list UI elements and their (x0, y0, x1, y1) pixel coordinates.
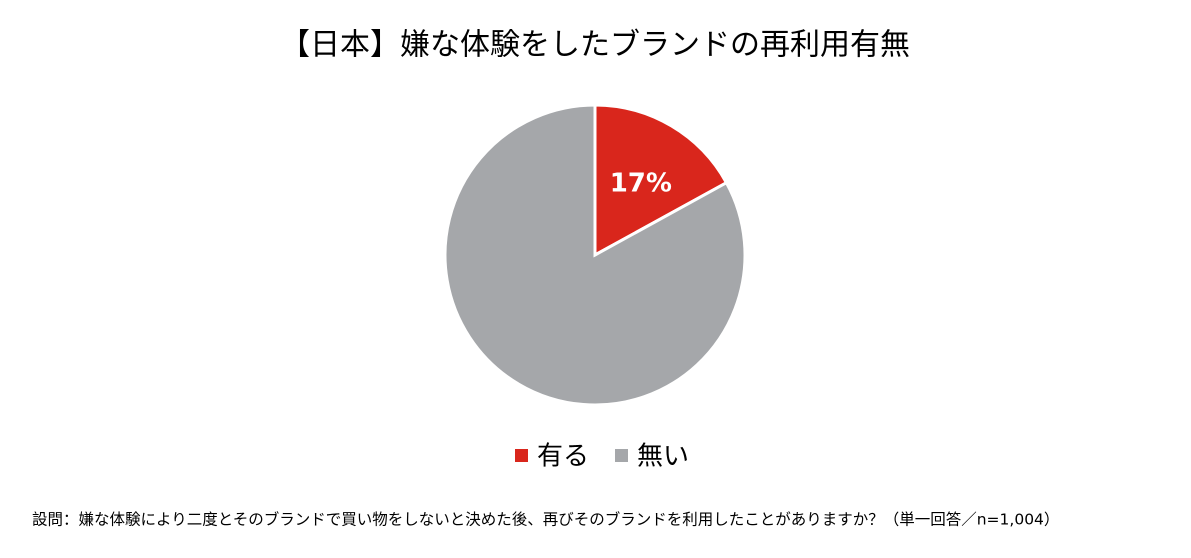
legend-label: 無い (637, 442, 689, 472)
data-label: 17% (610, 168, 672, 198)
legend-swatch (615, 449, 628, 462)
legend-label: 有る (537, 442, 589, 472)
pie-slice (443, 103, 747, 407)
legend-swatch (515, 449, 528, 462)
pie-slice (593, 103, 729, 258)
footnote: 設問：嫌な体験により二度とそのブランドで買い物をしないと決めた後、再びそのブラン… (32, 510, 1059, 529)
chart-title: 【日本】嫌な体験をしたブランドの再利用有無 (280, 28, 910, 63)
